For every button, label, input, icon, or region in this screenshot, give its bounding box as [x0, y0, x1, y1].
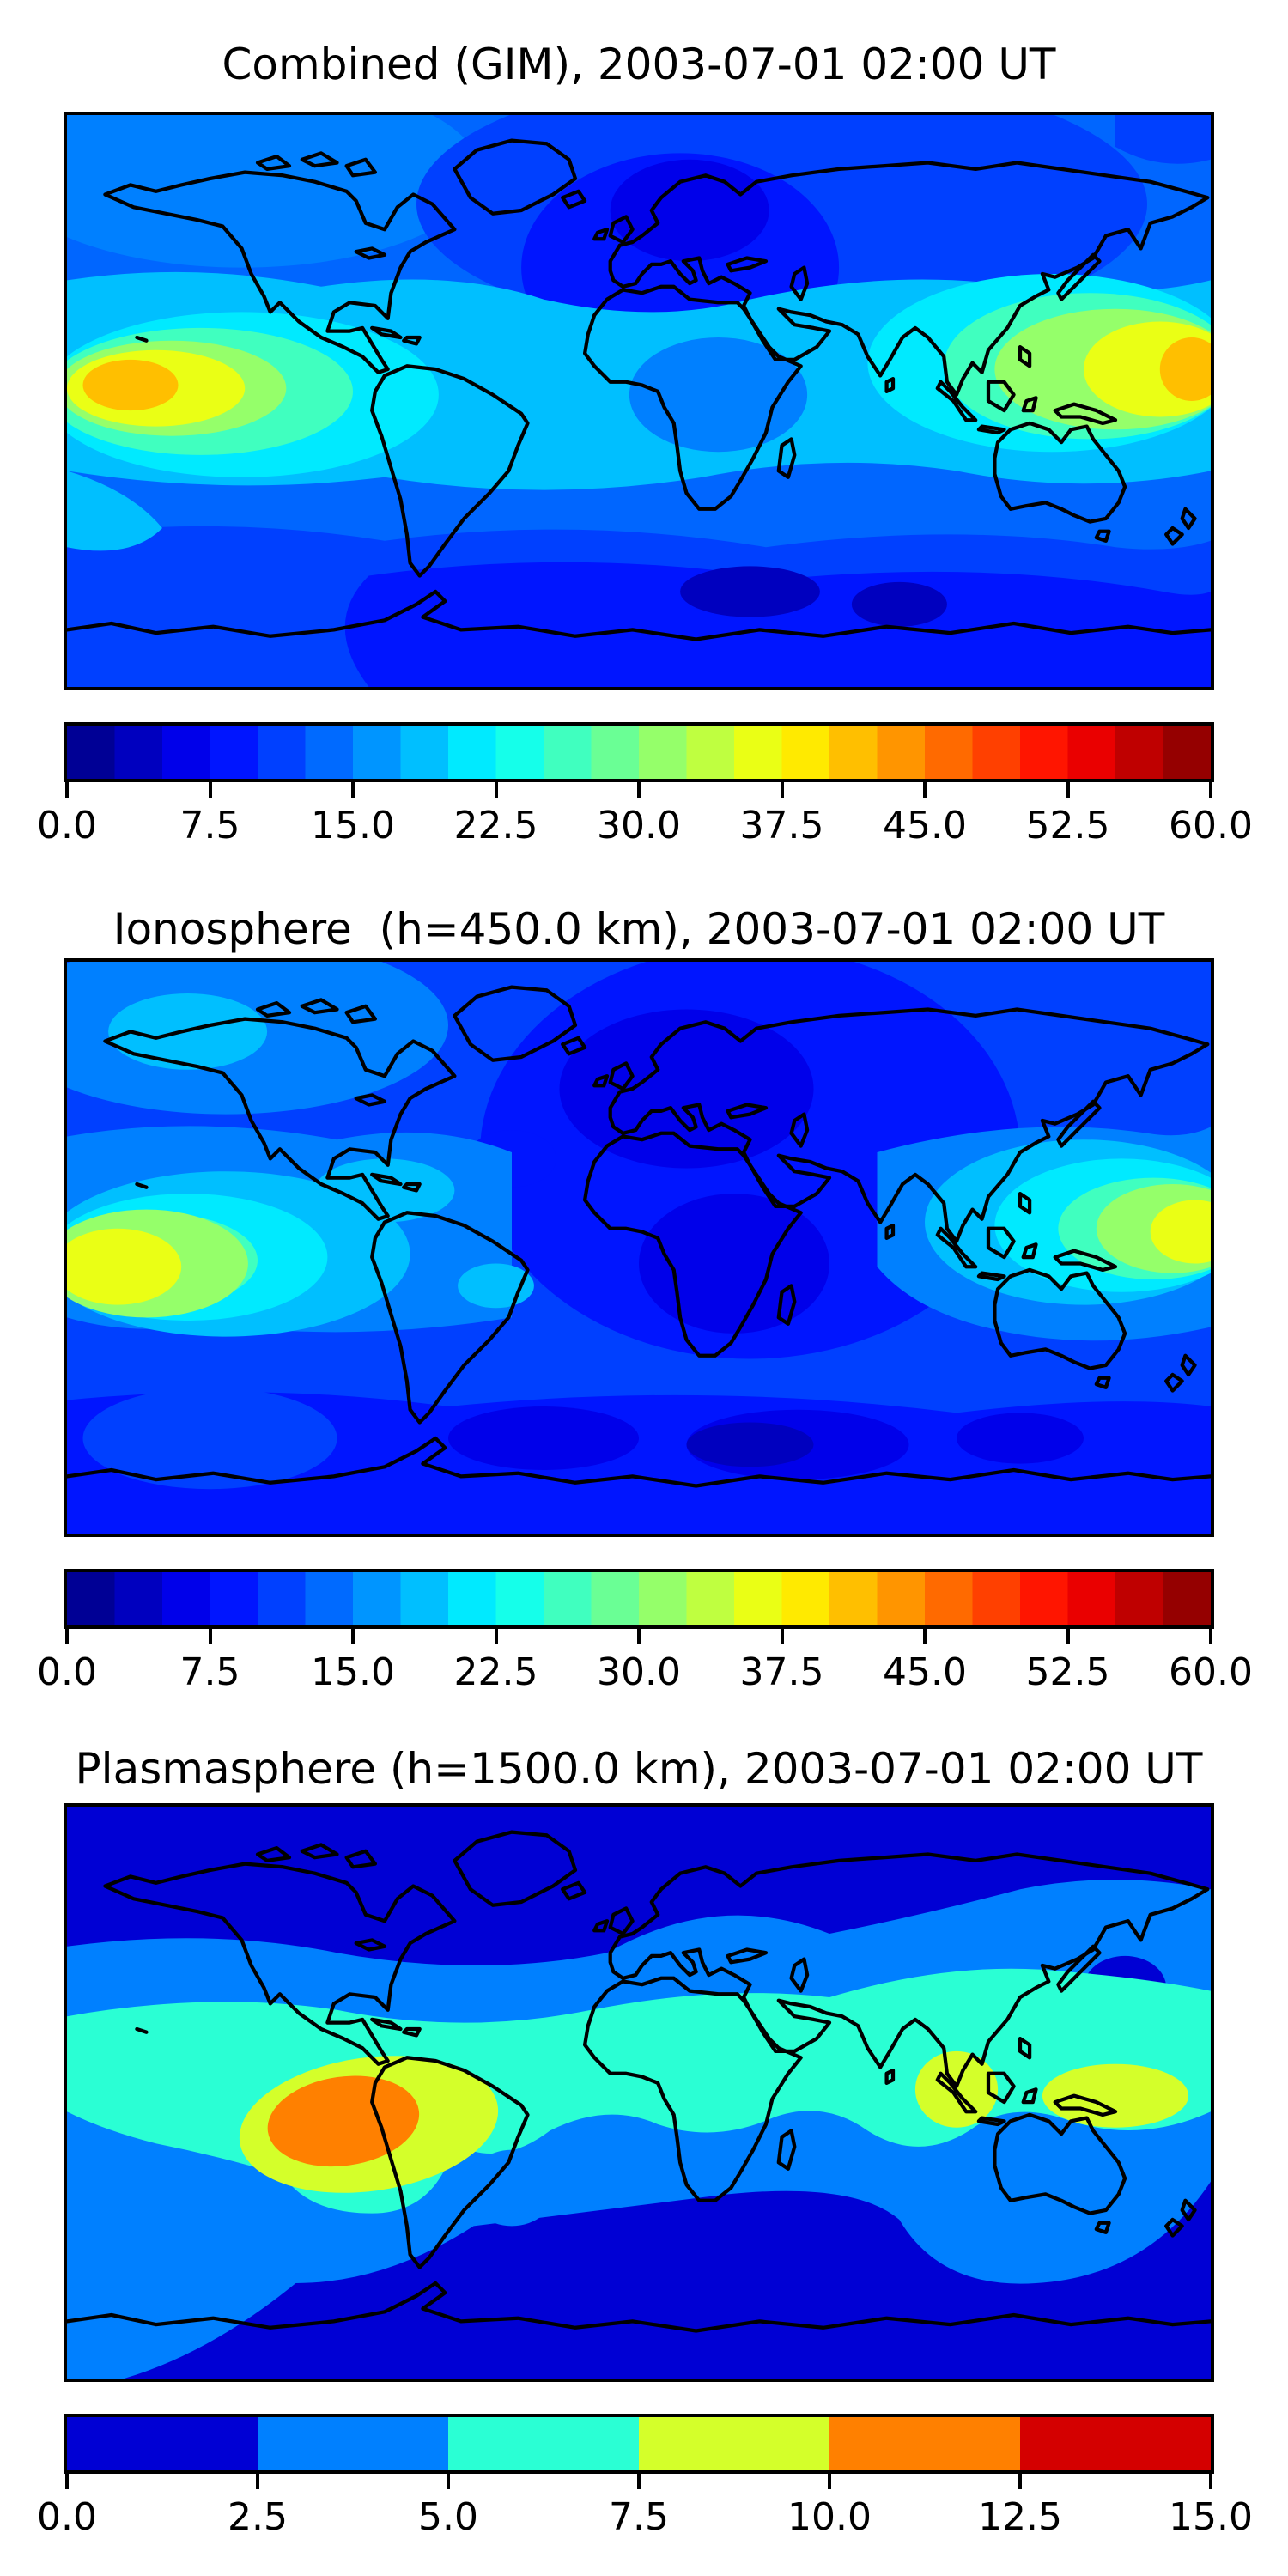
colorbar-tick-label: 0.0 — [37, 804, 97, 848]
colorbar-tick-mark — [923, 1629, 927, 1644]
colorbar-tick-mark — [637, 1629, 641, 1644]
colorbar-tick-label: 0.0 — [37, 2495, 97, 2539]
colorbar-tick-label: 60.0 — [1169, 804, 1253, 848]
colorbar-ticks-combined — [65, 782, 1212, 801]
colorbar-tick-label: 2.5 — [228, 2495, 288, 2539]
colorbar-tick-mark — [256, 2474, 259, 2489]
colorbar-tick-label: 15.0 — [311, 804, 395, 848]
colorbar-tick-label: 52.5 — [1025, 804, 1110, 848]
colorbar-ticks-ionosphere — [65, 1629, 1212, 1648]
panel-title-ionosphere: Ionosphere (h=450.0 km), 2003-07-01 02:0… — [112, 904, 1165, 954]
colorbar-tick-mark — [1209, 782, 1212, 798]
colorbar-labels-plasmasphere: 0.0 2.5 5.0 7.5 10.0 12.5 15.0 — [37, 2494, 1253, 2543]
colorbar-ionosphere: 0.0 7.5 15.0 22.5 30.0 37.5 45.0 52.5 60.0 — [37, 1569, 1253, 1698]
colorbar-tick-label: 52.5 — [1025, 1650, 1110, 1694]
colorbar-tick-label: 45.0 — [883, 804, 967, 848]
colorbar-labels-combined: 0.0 7.5 15.0 22.5 30.0 37.5 45.0 52.5 60.0 — [37, 803, 1253, 851]
colorbar-tick-mark — [1018, 2474, 1022, 2489]
colorbar-tick-mark — [494, 782, 498, 798]
colorbar-ticks-plasmasphere — [65, 2474, 1212, 2493]
colorbar-tick-label: 37.5 — [739, 804, 824, 848]
colorbar-tick-label: 5.0 — [418, 2495, 478, 2539]
colorbar-tick-mark — [351, 782, 355, 798]
colorbar-tick-mark — [351, 1629, 355, 1644]
colorbar-tick-mark — [1066, 1629, 1070, 1644]
map-plasmasphere-svg — [67, 1807, 1211, 2379]
colorbar-tick-mark — [65, 1629, 69, 1644]
colorbar-tick-label: 22.5 — [453, 804, 538, 848]
colorbar-tick-label: 7.5 — [179, 1650, 240, 1694]
contour-fills-plasmasphere — [67, 1807, 1211, 2379]
colorbar-tick-label: 60.0 — [1169, 1650, 1253, 1694]
colorbar-tick-mark — [637, 2474, 641, 2489]
colorbar-tick-label: 45.0 — [883, 1650, 967, 1694]
colorbar-tick-mark — [494, 1629, 498, 1644]
colorbar-tick-label: 22.5 — [453, 1650, 538, 1694]
colorbar-tick-label: 15.0 — [311, 1650, 395, 1694]
map-ionosphere — [64, 958, 1214, 1537]
colorbar-tick-label: 37.5 — [739, 1650, 824, 1694]
colorbar-tick-mark — [828, 2474, 831, 2489]
colorbar-tick-mark — [447, 2474, 450, 2489]
colorbar-tick-mark — [1066, 782, 1070, 798]
colorbar-tick-label: 10.0 — [787, 2495, 872, 2539]
colorbar-plasmasphere: 0.0 2.5 5.0 7.5 10.0 12.5 15.0 — [37, 2414, 1253, 2543]
colorbar-tick-mark — [637, 782, 641, 798]
colorbar-tick-label: 30.0 — [597, 804, 681, 848]
colorbar-tick-label: 30.0 — [597, 1650, 681, 1694]
colorbar-gradient-plasmasphere — [64, 2414, 1214, 2474]
colorbar-combined: 0.0 7.5 15.0 22.5 30.0 37.5 45.0 52.5 60.0 — [37, 722, 1253, 851]
colorbar-tick-label: 0.0 — [37, 1650, 97, 1694]
map-combined-svg — [67, 115, 1211, 687]
colorbar-tick-label: 7.5 — [179, 804, 240, 848]
colorbar-tick-mark — [208, 782, 212, 798]
colorbar-tick-mark — [923, 782, 927, 798]
colorbar-tick-label: 12.5 — [978, 2495, 1062, 2539]
panel-title-plasmasphere: Plasmasphere (h=1500.0 km), 2003-07-01 0… — [75, 1744, 1203, 1794]
colorbar-tick-mark — [65, 2474, 69, 2489]
map-combined — [64, 112, 1214, 690]
colorbar-tick-mark — [65, 782, 69, 798]
contour-fills-ionosphere — [67, 962, 1211, 1534]
colorbar-tick-label: 15.0 — [1169, 2495, 1253, 2539]
colorbar-tick-mark — [780, 1629, 784, 1644]
colorbar-tick-label: 7.5 — [609, 2495, 669, 2539]
colorbar-tick-mark — [208, 1629, 212, 1644]
contour-fills-combined — [67, 115, 1211, 687]
colorbar-tick-mark — [1209, 2474, 1212, 2489]
map-ionosphere-svg — [67, 962, 1211, 1534]
colorbar-labels-ionosphere: 0.0 7.5 15.0 22.5 30.0 37.5 45.0 52.5 60.0 — [37, 1649, 1253, 1698]
colorbar-tick-mark — [1209, 1629, 1212, 1644]
colorbar-tick-mark — [780, 782, 784, 798]
panel-title-combined: Combined (GIM), 2003-07-01 02:00 UT — [222, 39, 1056, 89]
map-plasmasphere — [64, 1803, 1214, 2382]
colorbar-gradient-ionosphere — [64, 1569, 1214, 1629]
colorbar-gradient-combined — [64, 722, 1214, 782]
